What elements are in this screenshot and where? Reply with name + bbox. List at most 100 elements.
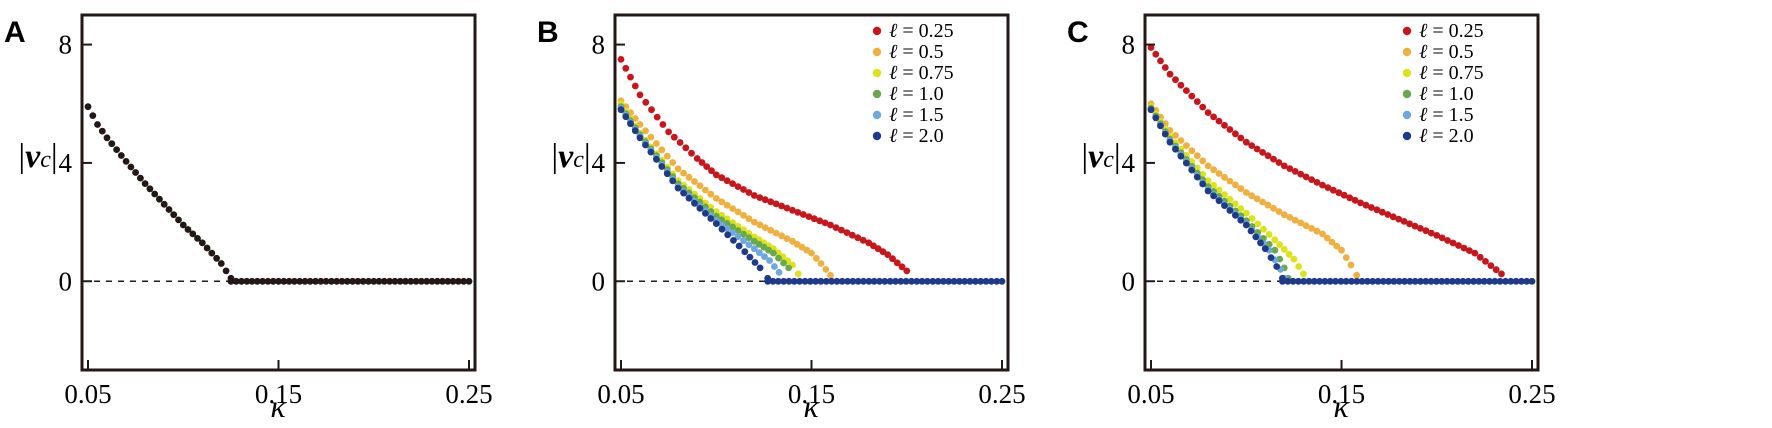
data-point: [1259, 149, 1266, 156]
data-point: [740, 211, 747, 219]
data-point: [723, 220, 731, 227]
data-point: [1313, 227, 1321, 235]
data-point: [1237, 205, 1245, 213]
data-point: [1395, 215, 1403, 223]
data-point: [156, 195, 163, 203]
legend-marker: [1402, 131, 1412, 141]
series-0: [617, 56, 911, 275]
data-point: [1232, 130, 1239, 138]
data-point: [827, 271, 834, 279]
data-point: [264, 277, 272, 285]
data-point: [707, 190, 715, 198]
data-point: [1188, 158, 1196, 166]
data-point: [1313, 179, 1321, 186]
data-point: [636, 134, 644, 142]
data-point: [696, 182, 704, 190]
y-tick-label: 4: [592, 148, 606, 178]
data-point: [1455, 242, 1462, 249]
data-point: [966, 277, 974, 285]
data-point: [1476, 253, 1484, 261]
data-point: [1280, 162, 1288, 170]
data-point: [870, 277, 878, 285]
data-point: [828, 277, 835, 285]
data-point: [622, 64, 630, 72]
data-point: [301, 277, 309, 285]
data-point: [455, 277, 462, 285]
data-point: [1332, 277, 1339, 285]
data-point: [756, 221, 764, 229]
data-point: [682, 144, 690, 152]
data-point: [1368, 204, 1375, 211]
data-point: [1188, 92, 1196, 100]
data-point: [1300, 270, 1307, 278]
data-point: [1166, 138, 1174, 146]
data-point: [833, 277, 841, 285]
data-point: [778, 232, 785, 240]
legend-label: ℓ = 1.0: [1419, 83, 1474, 105]
data-point: [790, 277, 798, 285]
data-point: [184, 226, 192, 233]
data-point: [370, 277, 378, 285]
y-tick-label: 4: [59, 148, 73, 178]
data-point: [248, 277, 256, 285]
data-point: [816, 217, 824, 225]
legend-label: ℓ = 0.75: [1419, 62, 1484, 84]
legend-marker: [872, 47, 882, 57]
x-tick-label: 0.05: [597, 379, 644, 409]
data-point: [734, 208, 742, 216]
data-point: [1297, 170, 1305, 178]
data-point: [707, 215, 715, 222]
data-point: [1487, 262, 1495, 269]
data-point: [950, 277, 958, 285]
legend-marker: [1402, 47, 1412, 57]
data-point: [208, 249, 216, 257]
data-point: [1199, 157, 1207, 165]
data-point: [1210, 181, 1217, 189]
data-point: [653, 140, 660, 147]
data-point: [1319, 230, 1326, 238]
data-point: [113, 146, 120, 154]
data-point: [343, 277, 351, 285]
x-tick-label: 0.25: [978, 379, 1025, 409]
data-point: [977, 277, 985, 285]
series-0: [1147, 44, 1505, 278]
data-point: [1324, 184, 1332, 192]
data-point: [712, 220, 720, 228]
data-layer: [1147, 44, 1536, 285]
data-point: [1188, 147, 1196, 155]
data-point: [1172, 132, 1179, 139]
data-point: [1466, 247, 1473, 255]
data-point: [750, 245, 758, 253]
data-point: [386, 277, 393, 285]
data-point: [898, 263, 906, 271]
legend-label: ℓ = 0.75: [889, 62, 954, 84]
data-point: [799, 211, 807, 218]
data-point: [685, 194, 693, 202]
data-point: [1248, 215, 1256, 222]
data-point: [1193, 164, 1201, 172]
series-1: [617, 97, 834, 279]
data-point: [141, 180, 149, 188]
data-point: [349, 277, 356, 285]
data-point: [428, 277, 436, 285]
data-point: [1321, 277, 1329, 285]
data-point: [740, 186, 747, 193]
data-point: [1302, 173, 1310, 181]
data-point: [750, 218, 758, 226]
data-point: [669, 159, 677, 166]
x-axis-label: κ: [1333, 388, 1349, 424]
data-point: [1323, 234, 1331, 242]
data-point: [822, 277, 830, 285]
data-point: [1270, 204, 1277, 212]
data-point: [1221, 121, 1228, 129]
data-point: [328, 277, 335, 285]
data-point: [627, 120, 634, 128]
y-tick-label: 8: [1122, 30, 1136, 60]
data-point: [642, 98, 650, 106]
data-point: [1183, 87, 1190, 94]
data-point: [84, 103, 92, 111]
data-point: [1237, 134, 1245, 142]
data-point: [647, 133, 655, 141]
y-tick-label: 0: [592, 266, 606, 296]
data-point: [412, 277, 420, 285]
